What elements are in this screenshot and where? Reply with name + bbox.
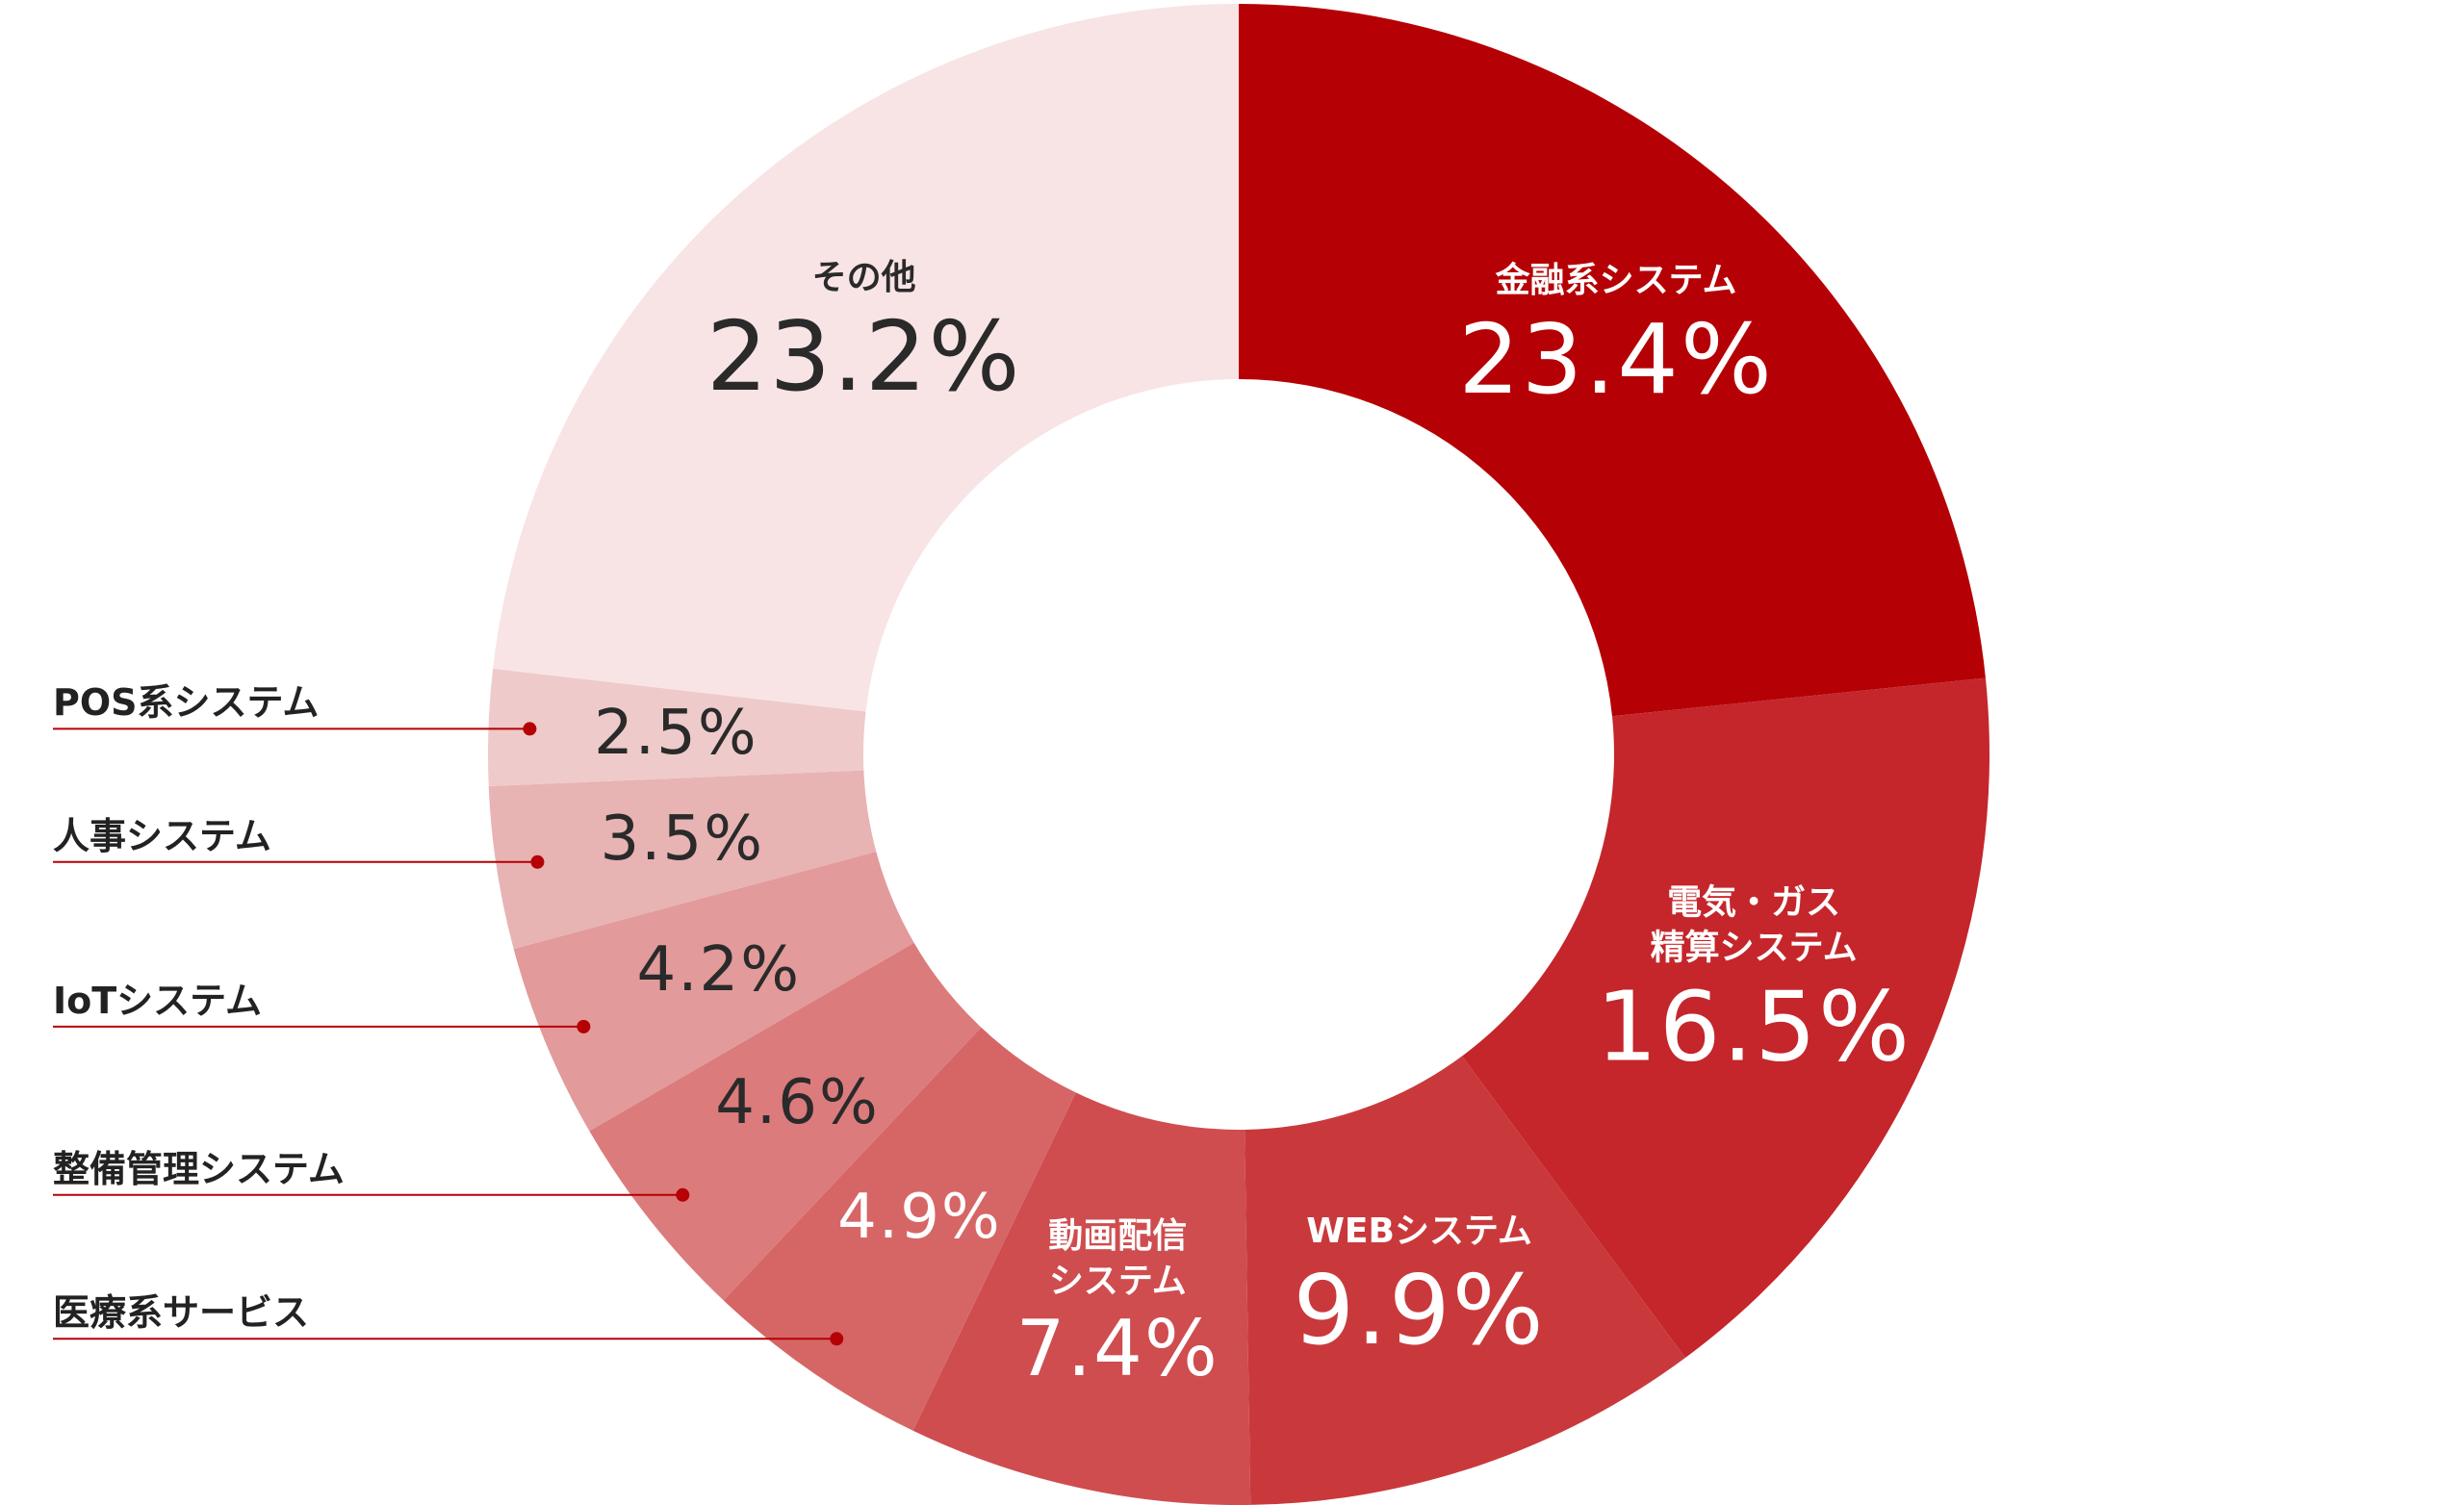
donut-segment — [1462, 677, 1990, 1358]
category-label: 人事システム — [53, 814, 271, 857]
donut-segment — [487, 668, 866, 787]
segment-label: その他 23.2% — [706, 256, 1022, 412]
category-label: IoTシステム — [53, 979, 263, 1022]
segment-label: 3.5% — [600, 804, 764, 876]
category-label: WEBシステム — [1306, 1212, 1532, 1252]
segment-label: 2.5% — [594, 698, 758, 770]
segment-label: 動画配信 システム 7.4% — [1016, 1215, 1219, 1394]
category-label: 動画配信 システム — [1048, 1216, 1188, 1302]
value-label: 7.4% — [1015, 1304, 1219, 1394]
value-label: 4.6% — [715, 1067, 880, 1139]
donut-segment — [589, 942, 982, 1301]
donut-segment — [1239, 4, 1986, 717]
value-label: 2.5% — [594, 698, 758, 770]
category-label: 医療系サービス — [53, 1291, 310, 1335]
donut-segment — [493, 4, 1239, 712]
donut-segment — [488, 770, 877, 950]
value-label: 3.5% — [600, 803, 765, 875]
value-label: 9.9% — [1293, 1254, 1546, 1367]
category-label: POS系システム — [53, 681, 320, 725]
leader-dot — [676, 1187, 690, 1202]
value-label: 23.2% — [706, 300, 1022, 414]
leader-dot — [830, 1332, 844, 1346]
segment-label: 金融系システム 23.4% — [1458, 259, 1774, 415]
category-label: その他 — [811, 258, 916, 298]
value-label: 4.2% — [636, 933, 802, 1006]
segment-label: WEBシステム 9.9% — [1294, 1210, 1546, 1365]
donut-segment — [723, 1027, 1076, 1431]
value-label: 4.9% — [837, 1182, 1002, 1254]
category-label: 金融系システム — [1495, 260, 1737, 300]
category-label: 電気・ガス 精算システム — [1650, 883, 1858, 968]
donut-segment — [1245, 1056, 1685, 1505]
segment-label: 電気・ガス 精算システム 16.5% — [1596, 881, 1912, 1083]
segment-label: 4.6% — [715, 1067, 880, 1140]
segment-label: 4.2% — [636, 933, 802, 1007]
value-label: 23.4% — [1458, 302, 1774, 416]
donut-segment — [513, 852, 914, 1132]
donut-segment — [912, 1092, 1251, 1505]
value-label: 16.5% — [1596, 970, 1912, 1084]
leader-dot — [577, 1019, 591, 1033]
leader-dot — [523, 722, 537, 736]
segment-label: 4.9% — [837, 1183, 1002, 1254]
leader-dot — [530, 855, 545, 869]
category-label: 整備管理システム — [53, 1147, 345, 1190]
